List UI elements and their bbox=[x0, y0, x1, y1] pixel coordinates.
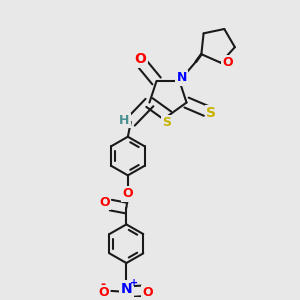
Text: O: O bbox=[122, 187, 133, 200]
Text: O: O bbox=[99, 196, 110, 209]
Text: N: N bbox=[177, 71, 187, 85]
Text: O: O bbox=[222, 56, 232, 69]
Text: O: O bbox=[142, 286, 153, 299]
Text: S: S bbox=[162, 116, 171, 129]
Text: S: S bbox=[206, 106, 216, 120]
Text: O: O bbox=[98, 286, 109, 299]
Text: -: - bbox=[100, 278, 105, 291]
Text: N: N bbox=[121, 282, 132, 296]
Text: +: + bbox=[130, 278, 138, 288]
Text: O: O bbox=[135, 52, 147, 66]
Text: H: H bbox=[119, 114, 129, 127]
